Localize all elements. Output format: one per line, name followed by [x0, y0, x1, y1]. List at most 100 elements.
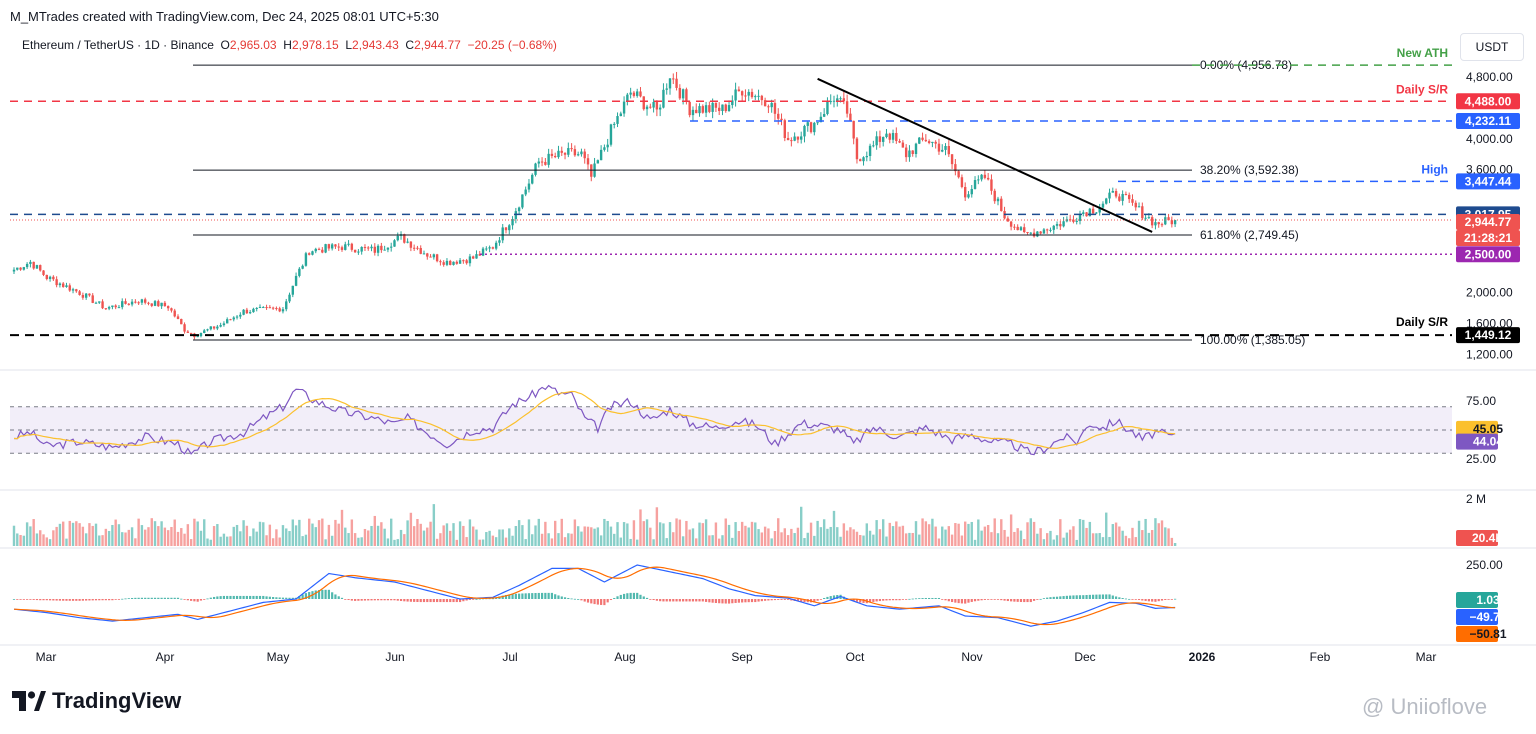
- volume-bar: [927, 524, 931, 546]
- volume-bar: [163, 527, 167, 546]
- macd-hist-bar: [891, 599, 895, 601]
- volume-bar: [547, 533, 550, 546]
- macd-hist-bar: [354, 599, 357, 601]
- macd-hist-bar: [370, 599, 373, 601]
- candle: [150, 303, 153, 308]
- macd-hist-bar: [317, 590, 321, 599]
- candle: [970, 184, 973, 198]
- macd-hist-bar: [859, 599, 862, 603]
- candle: [245, 307, 249, 314]
- candle: [360, 246, 363, 255]
- macd-hist-bar: [488, 598, 491, 600]
- macd-hist-bar: [301, 594, 304, 599]
- candle: [75, 288, 78, 293]
- macd-hist-bar: [1006, 599, 1009, 602]
- macd-hist-bar: [918, 598, 921, 599]
- tradingview-logo[interactable]: TradingView: [12, 688, 181, 714]
- volume-bar: [462, 525, 465, 546]
- candle: [763, 97, 767, 107]
- volume-bar: [990, 532, 993, 546]
- volume-bar: [813, 535, 816, 546]
- macd-hist-bar: [35, 599, 39, 601]
- macd-hist-bar: [898, 599, 901, 601]
- candle: [931, 141, 934, 148]
- currency-button[interactable]: USDT: [1460, 33, 1524, 61]
- macd-hist-bar: [1144, 599, 1147, 601]
- volume-bar: [1088, 521, 1092, 546]
- macd-hist-bar: [1065, 595, 1068, 599]
- macd-hist-bar: [524, 593, 527, 599]
- volume-bar: [816, 520, 819, 546]
- volume-bar: [777, 518, 780, 546]
- macd-hist-bar: [1059, 596, 1062, 599]
- candle: [373, 243, 376, 256]
- macd-hist-bar: [314, 590, 317, 599]
- symbol-title[interactable]: Ethereum / TetherUS · 1D · Binance: [22, 38, 214, 52]
- candle: [206, 328, 209, 332]
- macd-hist-bar: [1075, 595, 1078, 599]
- candle: [25, 262, 29, 270]
- volume-bar: [524, 539, 527, 546]
- candle: [1082, 210, 1085, 217]
- volume-bar: [1019, 530, 1023, 546]
- volume-bar: [724, 518, 727, 546]
- badge-daily-sr-lower: 1,449.12: [1456, 327, 1520, 344]
- macd-hist-bar: [645, 597, 649, 599]
- candle: [1023, 223, 1026, 234]
- volume-bar: [127, 529, 130, 546]
- candle: [524, 186, 527, 197]
- volume-bar: [750, 521, 754, 546]
- macd-hist-bar: [629, 592, 632, 599]
- volume-bar: [281, 525, 285, 546]
- fib-level-label: 38.20% (3,592.38): [1200, 163, 1299, 177]
- macd-hist-bar: [422, 599, 426, 603]
- candle: [740, 90, 744, 102]
- macd-hist-bar: [222, 595, 226, 599]
- macd-hist-bar: [977, 599, 980, 601]
- candle: [534, 162, 537, 177]
- volume-bar: [183, 533, 186, 546]
- candle: [137, 301, 140, 305]
- macd-hist-bar: [813, 599, 816, 603]
- volume-bar: [993, 518, 996, 546]
- candle: [531, 173, 534, 185]
- candle: [353, 249, 357, 253]
- volume-bar: [855, 531, 859, 546]
- candle: [734, 82, 737, 107]
- candle: [288, 292, 291, 304]
- candle: [265, 304, 268, 310]
- macd-hist-bar: [786, 599, 790, 600]
- candle: [455, 260, 458, 265]
- candle: [1059, 220, 1062, 230]
- volume-bar: [878, 529, 882, 546]
- macd-hist-bar: [1016, 599, 1019, 602]
- candle: [255, 307, 258, 312]
- candle: [229, 318, 232, 321]
- macd-hist-bar: [570, 598, 573, 600]
- volume-bar: [248, 536, 252, 546]
- candle: [268, 305, 272, 309]
- macd-hist-bar: [672, 599, 675, 602]
- candle: [22, 266, 26, 271]
- candle: [337, 243, 340, 252]
- volume-bar: [950, 534, 954, 546]
- macd-hist-bar: [734, 599, 737, 603]
- badge-rsi-ma: 45.05: [1456, 420, 1503, 437]
- volume-bar: [1006, 536, 1010, 546]
- close-label: C: [405, 38, 415, 52]
- volume-bar: [970, 521, 973, 546]
- macd-hist-bar: [419, 599, 422, 603]
- macd-hist-bar: [1121, 598, 1124, 599]
- volume-bar: [609, 526, 613, 546]
- candle: [111, 305, 114, 310]
- volume-bar: [947, 526, 950, 546]
- candle: [321, 247, 324, 254]
- volume-bar: [727, 524, 731, 546]
- volume-bar: [796, 527, 800, 546]
- candle: [872, 140, 875, 148]
- candle: [71, 287, 75, 294]
- candle: [800, 131, 803, 144]
- candle: [504, 227, 508, 234]
- candle: [681, 88, 685, 105]
- macd-hist-bar: [1046, 597, 1049, 599]
